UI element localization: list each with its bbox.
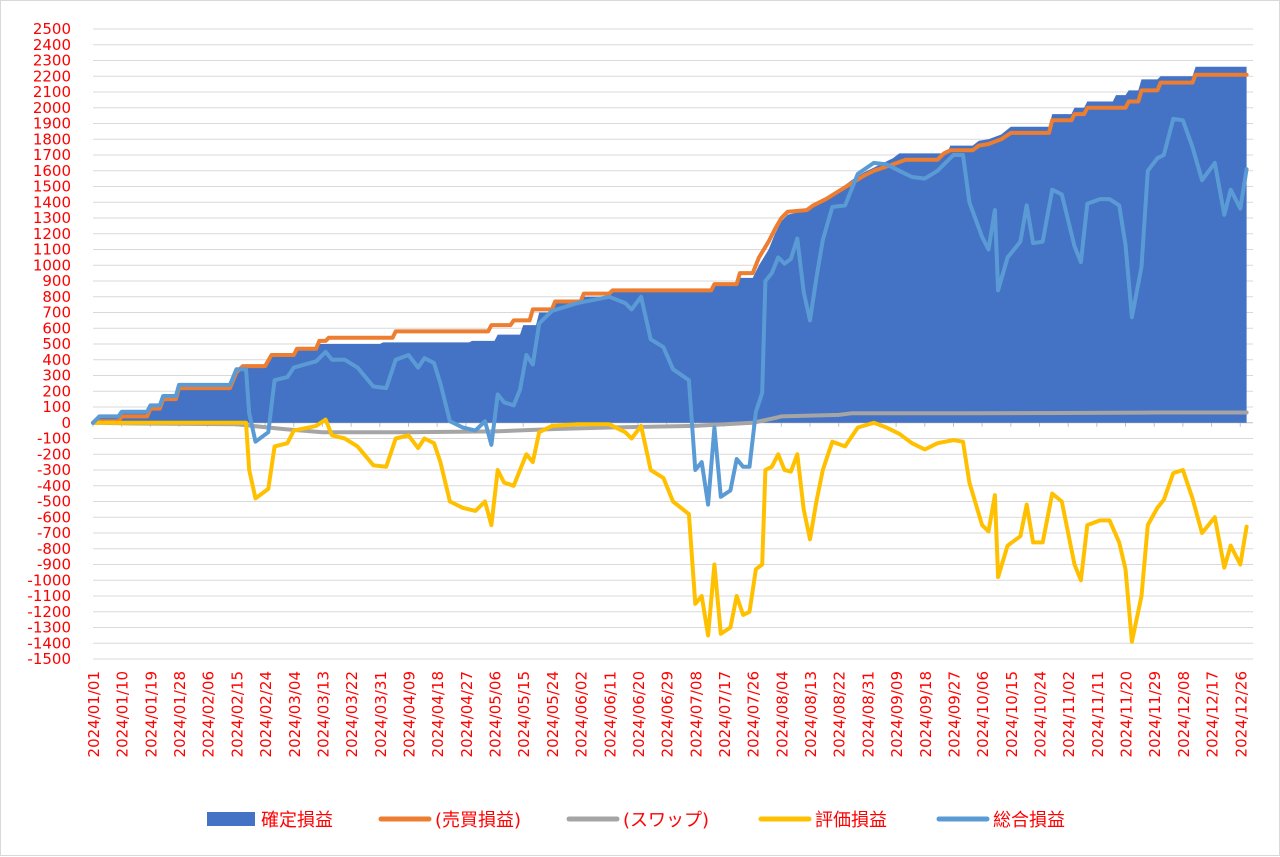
x-tick-label: 2024/12/17 [1204, 671, 1222, 757]
x-tick-label: 2024/08/13 [802, 671, 820, 757]
y-tick-label: 1900 [33, 115, 71, 133]
x-tick-label: 2024/01/10 [114, 671, 132, 757]
x-tick-label: 2024/06/29 [659, 671, 677, 757]
x-tick-label: 2024/06/20 [630, 671, 648, 757]
legend-label-2: (スワップ) [623, 810, 709, 831]
y-tick-label: -1400 [27, 634, 71, 652]
y-tick-label: 2400 [33, 36, 71, 54]
x-tick-label: 2024/11/20 [1118, 671, 1136, 757]
x-tick-label: 2024/01/01 [85, 671, 103, 757]
y-tick-label: 200 [42, 382, 71, 400]
x-tick-label: 2024/06/11 [601, 671, 619, 757]
y-tick-label: -800 [37, 540, 71, 558]
x-tick-label: 2024/04/18 [429, 671, 447, 757]
series-line-4 [91, 116, 1249, 507]
x-tick-label: 2024/08/31 [859, 671, 877, 757]
x-tick-label: 2024/05/24 [544, 671, 562, 757]
x-tick-label: 2024/06/02 [573, 671, 591, 757]
x-tick-label: 2024/03/22 [343, 671, 361, 757]
y-tick-label: 1300 [33, 209, 71, 227]
x-tick-label: 2024/10/06 [974, 671, 992, 757]
x-tick-label: 2024/09/27 [945, 671, 963, 757]
y-tick-label: 1000 [33, 256, 71, 274]
y-tick-label: 600 [42, 319, 71, 337]
legend-label-4: 総合損益 [993, 810, 1065, 831]
y-tick-label: 1800 [33, 130, 71, 148]
y-tick-label: 2300 [33, 52, 71, 70]
x-axis-ticks: 2024/01/01 2024/01/10 2024/01/19 2024/01/28… [85, 671, 1250, 757]
legend: 確定損益 (売買損益) (スワップ) 評価損益 総合損益 [207, 810, 1065, 831]
x-tick-label: 2024/08/04 [773, 671, 791, 757]
x-tick-label: 2024/04/27 [458, 671, 476, 757]
y-tick-label: 900 [42, 272, 71, 290]
x-tick-label: 2024/02/15 [228, 671, 246, 757]
x-tick-label: 2024/12/08 [1175, 671, 1193, 757]
y-tick-label: 400 [42, 351, 71, 369]
y-tick-label: -1100 [27, 587, 71, 605]
series-line-3 [91, 417, 1249, 644]
y-tick-label: 0 [61, 414, 71, 432]
x-tick-label: 2024/02/24 [257, 671, 275, 757]
series-line-1 [91, 72, 1249, 425]
y-tick-label: -200 [37, 445, 71, 463]
x-tick-label: 2024/11/11 [1089, 671, 1107, 757]
y-tick-label: -1200 [27, 603, 71, 621]
y-tick-label: -600 [37, 508, 71, 526]
y-tick-label: -1500 [27, 650, 71, 668]
legend-label-0: 確定損益 [261, 810, 333, 831]
x-tick-label: 2024/05/06 [487, 671, 505, 757]
x-tick-label: 2024/09/18 [917, 671, 935, 757]
y-tick-label: 1100 [33, 241, 71, 259]
x-tick-label: 2024/01/19 [142, 671, 160, 757]
y-tick-label: 800 [42, 288, 71, 306]
legend-label-1: (売買損益) [435, 810, 521, 831]
y-tick-label: -300 [37, 461, 71, 479]
y-tick-label: 2500 [33, 20, 71, 38]
y-tick-label: -1300 [27, 619, 71, 637]
x-tick-label: 2024/11/29 [1146, 671, 1164, 757]
y-tick-label: 1600 [33, 162, 71, 180]
y-tick-label: 2000 [33, 99, 71, 117]
legend-swatch-0 [207, 812, 255, 826]
series-line-2 [91, 410, 1249, 435]
x-tick-label: 2024/02/06 [200, 671, 218, 757]
y-tick-label: 500 [42, 335, 71, 353]
y-tick-label: -500 [37, 493, 71, 511]
x-tick-label: 2024/07/08 [687, 671, 705, 757]
x-tick-label: 2024/05/15 [515, 671, 533, 757]
x-tick-label: 2024/10/24 [1031, 671, 1049, 757]
y-tick-label: -1000 [27, 571, 71, 589]
y-tick-label: 1700 [33, 146, 71, 164]
y-tick-label: 300 [42, 367, 71, 385]
y-tick-label: -100 [37, 430, 71, 448]
x-tick-label: 2024/10/15 [1003, 671, 1021, 757]
y-axis-ticks: -1500-1400-1300-1200-1100-1000-900-800-7… [27, 20, 71, 668]
y-tick-label: 2100 [33, 83, 71, 101]
x-tick-label: 2024/07/17 [716, 671, 734, 757]
y-tick-label: 100 [42, 398, 71, 416]
x-tick-label: 2024/01/28 [171, 671, 189, 757]
x-tick-label: 2024/07/26 [745, 671, 763, 757]
y-tick-label: -700 [37, 524, 71, 542]
x-tick-label: 2024/03/13 [314, 671, 332, 757]
y-tick-label: 2200 [33, 67, 71, 85]
x-tick-label: 2024/08/22 [831, 671, 849, 757]
x-tick-label: 2024/04/09 [400, 671, 418, 757]
y-tick-label: 1200 [33, 225, 71, 243]
y-tick-label: -400 [37, 477, 71, 495]
y-tick-label: 1400 [33, 193, 71, 211]
plot-area [91, 66, 1249, 644]
x-tick-label: 2024/11/02 [1060, 671, 1078, 757]
y-tick-label: 1500 [33, 178, 71, 196]
x-tick-label: 2024/12/26 [1232, 671, 1250, 757]
x-tick-label: 2024/09/09 [888, 671, 906, 757]
legend-label-3: 評価損益 [815, 810, 887, 831]
x-tick-label: 2024/03/04 [286, 671, 304, 757]
y-tick-label: -900 [37, 556, 71, 574]
x-tick-label: 2024/03/31 [372, 671, 390, 757]
y-tick-label: 700 [42, 304, 71, 322]
